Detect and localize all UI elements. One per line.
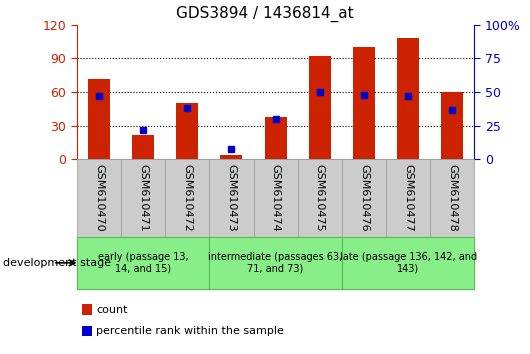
- Bar: [176, 103, 198, 159]
- Text: GDS3894 / 1436814_at: GDS3894 / 1436814_at: [176, 5, 354, 22]
- Bar: [308, 56, 331, 159]
- Bar: [132, 135, 154, 159]
- Text: development stage: development stage: [3, 258, 111, 268]
- Bar: [264, 117, 287, 159]
- Text: GSM610477: GSM610477: [403, 164, 413, 232]
- Text: intermediate (passages 63,
71, and 73): intermediate (passages 63, 71, and 73): [208, 252, 343, 274]
- Text: GSM610474: GSM610474: [271, 164, 280, 232]
- Text: late (passage 136, 142, and
143): late (passage 136, 142, and 143): [340, 252, 476, 274]
- Bar: [88, 79, 110, 159]
- Text: count: count: [96, 305, 127, 315]
- Bar: [220, 155, 243, 159]
- Text: GSM610473: GSM610473: [226, 164, 236, 232]
- Text: GSM610471: GSM610471: [138, 164, 148, 232]
- Text: early (passage 13,
14, and 15): early (passage 13, 14, and 15): [98, 252, 188, 274]
- Text: GSM610478: GSM610478: [447, 164, 457, 232]
- Bar: [441, 92, 463, 159]
- Text: GSM610472: GSM610472: [182, 164, 192, 232]
- Text: GSM610475: GSM610475: [315, 164, 325, 232]
- Text: percentile rank within the sample: percentile rank within the sample: [96, 326, 284, 336]
- Text: GSM610470: GSM610470: [94, 164, 104, 232]
- Text: GSM610476: GSM610476: [359, 164, 369, 232]
- Bar: [353, 47, 375, 159]
- Bar: [397, 38, 419, 159]
